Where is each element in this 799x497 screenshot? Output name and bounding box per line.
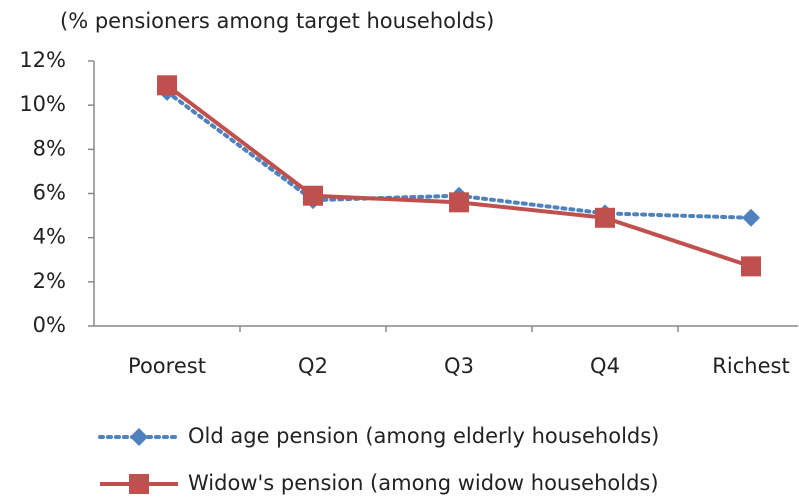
y-tick-label: 6% xyxy=(33,181,66,205)
legend-label: Widow's pension (among widow households) xyxy=(188,471,659,495)
marker xyxy=(742,208,760,227)
marker xyxy=(741,256,761,277)
marker xyxy=(303,185,323,206)
legend-label: Old age pension (among elderly household… xyxy=(188,424,659,448)
y-tick-label: 4% xyxy=(33,225,66,249)
y-tick-label: 0% xyxy=(33,313,66,337)
legend-marker xyxy=(130,428,148,446)
x-tick-label: Poorest xyxy=(128,354,206,378)
series-line xyxy=(165,83,752,269)
x-tick-label: Q2 xyxy=(298,354,328,378)
legend-marker xyxy=(129,474,149,494)
x-tick-label: Q3 xyxy=(444,354,474,378)
marker xyxy=(595,207,615,228)
x-tick-label: Q4 xyxy=(590,354,620,378)
marker xyxy=(449,192,469,213)
y-tick-label: 2% xyxy=(33,269,66,293)
x-tick-label: Richest xyxy=(712,354,789,378)
y-tick-label: 8% xyxy=(33,136,66,160)
y-tick-label: 12% xyxy=(19,48,66,72)
chart-title: (% pensioners among target households) xyxy=(60,9,494,33)
marker xyxy=(157,75,177,96)
y-tick-label: 10% xyxy=(19,92,66,116)
